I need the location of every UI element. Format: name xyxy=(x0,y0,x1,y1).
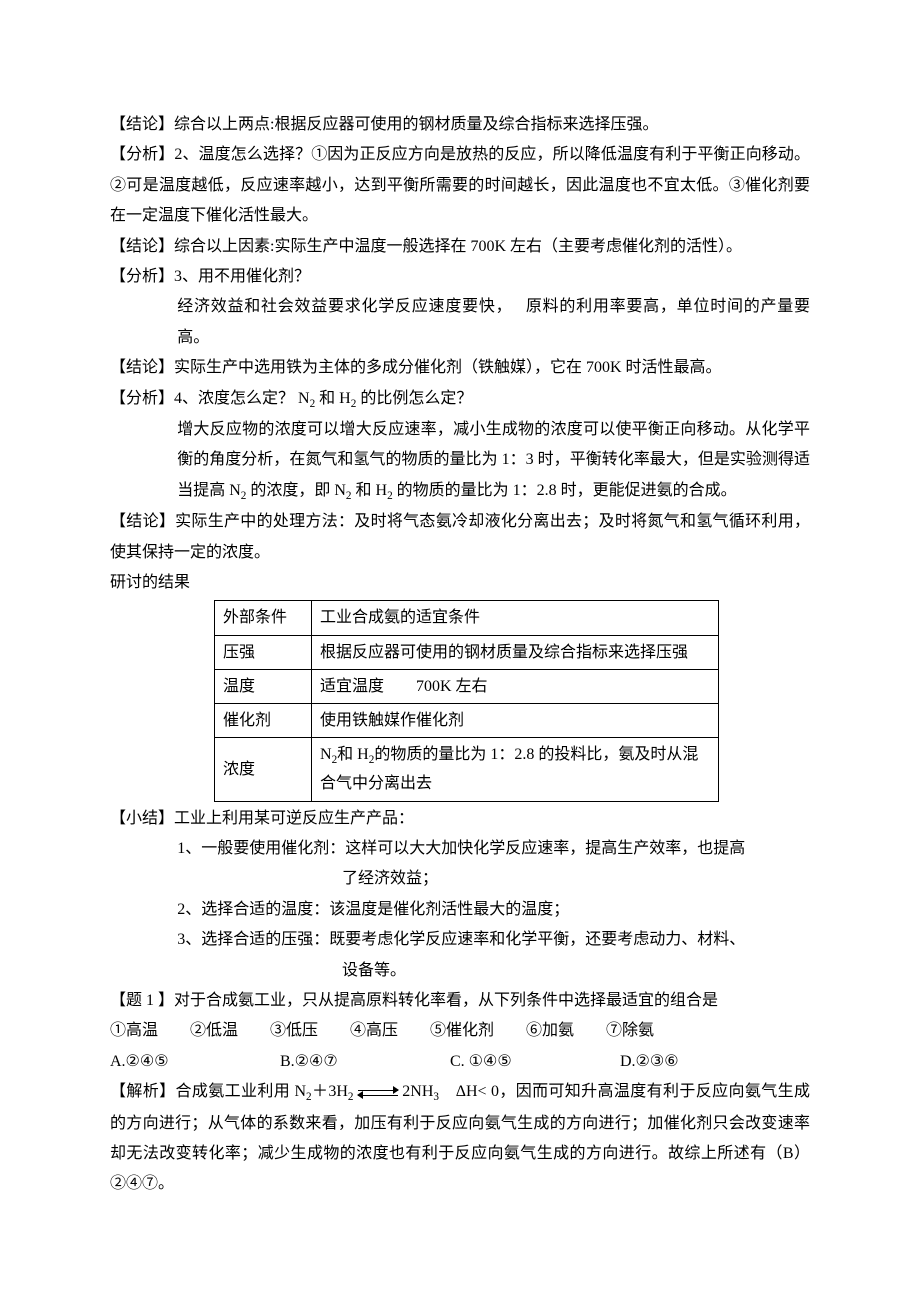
text: 和 H xyxy=(337,746,369,763)
subscript: 2 xyxy=(346,490,352,502)
paragraph: 【小结】工业上利用某可逆反应生产产品： xyxy=(110,804,810,834)
text: 和 H xyxy=(319,390,351,407)
list-item: 3、选择合适的压强：既要考虑化学反应速率和化学平衡，还要考虑动力、材料、 xyxy=(110,925,810,955)
text: N xyxy=(320,746,332,763)
table-cell: 根据反应器可使用的钢材质量及综合指标来选择压强 xyxy=(312,635,719,669)
question-options: ①高温 ②低温 ③低压 ④高压 ⑤催化剂 ⑥加氨 ⑦除氨 xyxy=(110,1016,810,1046)
choice-c: C. ①④⑤ xyxy=(450,1047,620,1077)
subscript: 2 xyxy=(348,1091,354,1103)
subscript: 2 xyxy=(241,490,247,502)
text: 的物质的量比为 1：2.8 时，更能促进氨的合成。 xyxy=(397,482,737,499)
choice-d: D.②③⑥ xyxy=(620,1047,679,1077)
paragraph: 研讨的结果 xyxy=(110,568,810,598)
table-row: 压强 根据反应器可使用的钢材质量及综合指标来选择压强 xyxy=(215,635,719,669)
table-cell: 压强 xyxy=(215,635,312,669)
choice-b: B.②④⑦ xyxy=(280,1047,450,1077)
table-row: 浓度 N2和 H2的物质的量比为 1：2.8 的投料比，氨及时从混合气中分离出去 xyxy=(215,738,719,801)
paragraph: 增大反应物的浓度可以增大反应速率，减小生成物的浓度可以使平衡正向移动。从化学平衡… xyxy=(110,415,810,507)
paragraph: 经济效益和社会效益要求化学反应速度要快， 原料的利用率要高，单位时间的产量要高。 xyxy=(110,292,810,353)
table-cell: 催化剂 xyxy=(215,703,312,737)
list-item: 1、一般要使用催化剂：这样可以大大加快化学反应速率，提高生产效率，也提高 xyxy=(110,834,810,864)
document-page: 【结论】综合以上两点:根据反应器可使用的钢材质量及综合指标来选择压强。 【分析】… xyxy=(0,0,920,1260)
paragraph: 【分析】2、温度怎么选择？①因为正反应方向是放热的反应，所以降低温度有利于平衡正… xyxy=(110,140,810,231)
list-item: 2、选择合适的温度：该温度是催化剂活性最大的温度； xyxy=(110,895,810,925)
text: 【解析】合成氨工业利用 N xyxy=(110,1083,306,1100)
text: 2NH xyxy=(402,1083,433,1100)
text: 的比例怎么定？ xyxy=(360,390,472,407)
paragraph: 【结论】实际生产中选用铁为主体的多成分催化剂（铁触媒），它在 700K 时活性最… xyxy=(110,353,810,383)
text: 的浓度，即 N xyxy=(250,482,346,499)
subscript: 2 xyxy=(351,398,357,410)
paragraph: 【分析】3、用不用催化剂？ xyxy=(110,262,810,292)
text: 【结论】实际生产中的处理方法：及时将气态氨冷却液化分离出去；及时将氮气和氢气循环… xyxy=(110,513,810,560)
table-cell: 适宜温度 700K 左右 xyxy=(312,669,719,703)
list-item-cont: 了经济效益； xyxy=(110,864,810,894)
question: 【题 1 】对于合成氨工业，只从提高原料转化率看，从下列条件中选择最适宜的组合是 xyxy=(110,986,810,1016)
table-row: 催化剂 使用铁触媒作催化剂 xyxy=(215,703,719,737)
conditions-table: 外部条件 工业合成氨的适宜条件 压强 根据反应器可使用的钢材质量及综合指标来选择… xyxy=(214,600,719,801)
table-row: 外部条件 工业合成氨的适宜条件 xyxy=(215,601,719,635)
equilibrium-arrows-icon xyxy=(358,1084,398,1100)
table-cell: 使用铁触媒作催化剂 xyxy=(312,703,719,737)
table-cell: 温度 xyxy=(215,669,312,703)
analysis: 【解析】合成氨工业利用 N2＋3H2 2NH3 ΔH< 0，因而可知升高温度有利… xyxy=(110,1077,810,1200)
paragraph: 【结论】综合以上两点:根据反应器可使用的钢材质量及综合指标来选择压强。 xyxy=(110,110,810,140)
choice-a: A.②④⑤ xyxy=(110,1047,280,1077)
table-cell: 外部条件 xyxy=(215,601,312,635)
text: ＋3H xyxy=(312,1083,348,1100)
subscript: 2 xyxy=(387,490,393,502)
paragraph: 【结论】综合以上因素:实际生产中温度一般选择在 700K 左右（主要考虑催化剂的… xyxy=(110,232,810,262)
text: 和 H xyxy=(356,482,388,499)
subscript: 2 xyxy=(310,398,316,410)
list-item-cont: 设备等。 xyxy=(110,956,810,986)
answer-choices: A.②④⑤ B.②④⑦ C. ①④⑤ D.②③⑥ xyxy=(110,1047,810,1077)
table-cell: 浓度 xyxy=(215,738,312,801)
table-row: 温度 适宜温度 700K 左右 xyxy=(215,669,719,703)
text: 的物质的量比为 1：2.8 的投料比，氨及时从混合气中分离出去 xyxy=(320,746,698,792)
table-cell: N2和 H2的物质的量比为 1：2.8 的投料比，氨及时从混合气中分离出去 xyxy=(312,738,719,801)
paragraph: 【分析】4、浓度怎么定？ N2 和 H2 的比例怎么定？ xyxy=(110,384,810,415)
paragraph: 【结论】实际生产中的处理方法：及时将气态氨冷却液化分离出去；及时将氮气和氢气循环… xyxy=(110,507,810,568)
table-cell: 工业合成氨的适宜条件 xyxy=(312,601,719,635)
text: 【分析】4、浓度怎么定？ N xyxy=(110,390,310,407)
